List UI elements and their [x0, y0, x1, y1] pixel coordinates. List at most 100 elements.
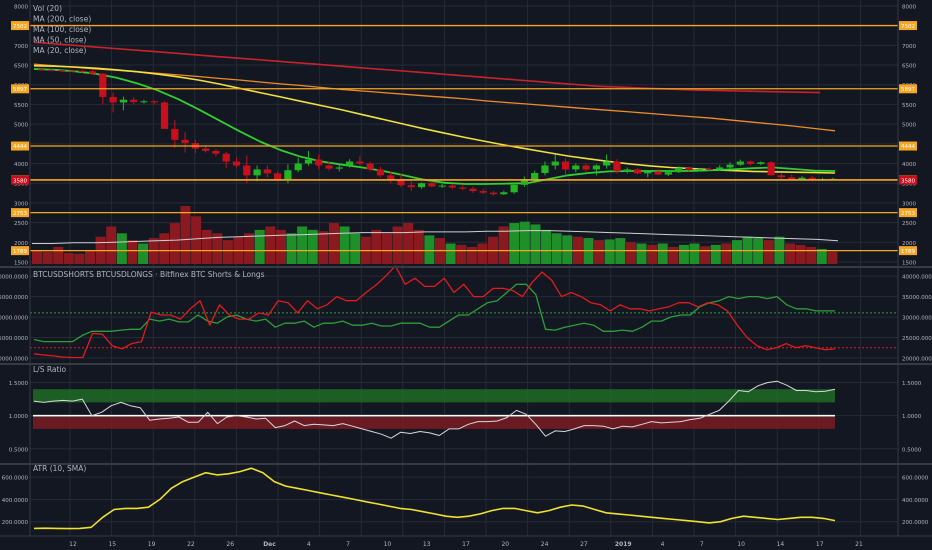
price-axis-left-tick: 1500: [14, 261, 28, 267]
candle-body: [541, 165, 549, 173]
volume-bar: [562, 235, 573, 264]
atr-axis-left-tick: 200.0000: [2, 520, 29, 526]
price-axis-right-tick: 6500: [902, 64, 916, 70]
price-axis-left-tick: 3500: [14, 182, 28, 188]
atr-axis-right-tick: 200.0000: [902, 520, 929, 526]
volume-bar: [307, 229, 318, 264]
price-axis-right-tick: 8000: [902, 4, 916, 10]
candle-body: [572, 165, 580, 170]
volume-bar: [806, 246, 817, 264]
time-axis-label: 20: [501, 541, 509, 548]
sl-axis-left-tick: 35000.0000: [0, 295, 28, 301]
candle-body: [160, 102, 169, 129]
candle-body: [788, 177, 796, 180]
sl-axis-right-tick: 25000.0000: [902, 336, 932, 342]
time-axis-label: 4: [661, 541, 665, 548]
candle-body: [531, 172, 539, 180]
candle-body: [58, 70, 66, 72]
candle-body: [325, 165, 333, 169]
volume-bar: [763, 240, 774, 264]
time-axis-label: 27: [580, 541, 588, 548]
candle-body: [366, 163, 374, 170]
atr-axis-right-tick: 400.0000: [902, 498, 929, 504]
candle-body: [644, 171, 652, 174]
candle-body: [346, 161, 354, 166]
sl-axis-left-tick: 40000.0000: [0, 275, 28, 281]
level-tag-left-label: 2753: [13, 211, 27, 217]
ls-ratio-pane[interactable]: 1.5000 1.5000 1.0000 1.0000 0.5000 0.5000: [9, 380, 922, 453]
sl-axis-right-tick: 35000.0000: [902, 295, 932, 301]
level-tag-right-label: 3580: [901, 178, 915, 184]
volume-bar: [710, 244, 721, 264]
candle-body: [592, 165, 600, 170]
volume-bar: [827, 251, 838, 264]
ratio-axis-left-tick: 1.0000: [9, 414, 29, 420]
sl-axis-left-tick: 20000.0000: [0, 356, 28, 362]
legend-ma20: MA (20, close): [33, 46, 87, 55]
time-axis-label: 4: [307, 541, 311, 548]
pane-divider[interactable]: [0, 266, 932, 268]
price-axis-left-tick: 5500: [14, 103, 28, 109]
volume-bar: [678, 244, 689, 264]
level-tag-right: [899, 84, 917, 94]
candle-body: [613, 161, 621, 172]
volume-bar: [42, 251, 53, 264]
volume-bar: [127, 240, 138, 264]
volume-ma-line: [32, 230, 839, 244]
candle-body: [222, 153, 230, 162]
price-axis-right-tick: 2000: [902, 241, 916, 247]
volume-bar: [138, 243, 149, 264]
volume-bar: [381, 233, 392, 264]
ratio-green-band: [33, 389, 835, 403]
pane-divider[interactable]: [0, 463, 932, 465]
candle-body: [510, 184, 518, 193]
candle-body: [387, 175, 395, 181]
pane-dividers[interactable]: [0, 0, 932, 537]
candle-body: [664, 172, 672, 175]
volume-bar: [498, 226, 509, 264]
volume-bar: [700, 246, 711, 264]
price-axis-right-tick: 2500: [902, 221, 916, 227]
candle-body: [47, 69, 56, 71]
level-tag-left: [11, 21, 29, 31]
volume-bar: [721, 243, 732, 264]
candle-body: [253, 169, 261, 176]
candle-body: [767, 162, 775, 176]
ma200-line: [33, 41, 821, 94]
volume-bar: [594, 240, 605, 264]
price-axis-left-tick: 7000: [14, 44, 28, 50]
volume-bar: [657, 243, 668, 264]
level-tag-right-label: 4444: [901, 144, 915, 150]
volume-bar: [541, 229, 552, 264]
atr-pane[interactable]: 600.0000 600.0000 400.0000 400.0000 200.0000…: [2, 467, 929, 530]
candle-body: [479, 191, 487, 193]
time-axis-label: 7: [700, 541, 704, 548]
price-pane[interactable]: 8000800075007500700070006500650060006000…: [11, 4, 917, 267]
shorts-longs-pane[interactable]: 40000.0000 40000.0000 35000.0000 35000.0000…: [0, 265, 932, 363]
candle-body: [304, 159, 313, 164]
candle-body: [500, 192, 508, 195]
pane3-title: L/S Ratio: [33, 365, 67, 374]
candle-body: [726, 164, 734, 168]
volume-bar: [297, 226, 308, 264]
candle-body: [78, 70, 86, 72]
price-axis-left-tick: 8000: [14, 4, 28, 10]
atr-series-line: [33, 467, 836, 530]
ratio-axis-left-tick: 0.5000: [9, 447, 29, 453]
sl-axis-right-tick: 30000.0000: [902, 316, 932, 322]
candle-body: [243, 165, 251, 176]
volume-bar: [456, 244, 467, 264]
candle-body: [99, 73, 107, 97]
level-tag-right: [899, 246, 917, 256]
legend-ma100: MA (100, close): [33, 25, 91, 34]
pane-divider[interactable]: [0, 363, 932, 365]
candle-body: [263, 169, 271, 174]
candle-body: [140, 101, 148, 103]
time-axis-label: 26: [226, 541, 234, 548]
candle-body: [459, 187, 467, 189]
candle-body: [685, 167, 693, 170]
candle-body: [109, 96, 117, 103]
level-tag-left-label: 5897: [13, 87, 27, 93]
volume-bar: [85, 250, 96, 264]
